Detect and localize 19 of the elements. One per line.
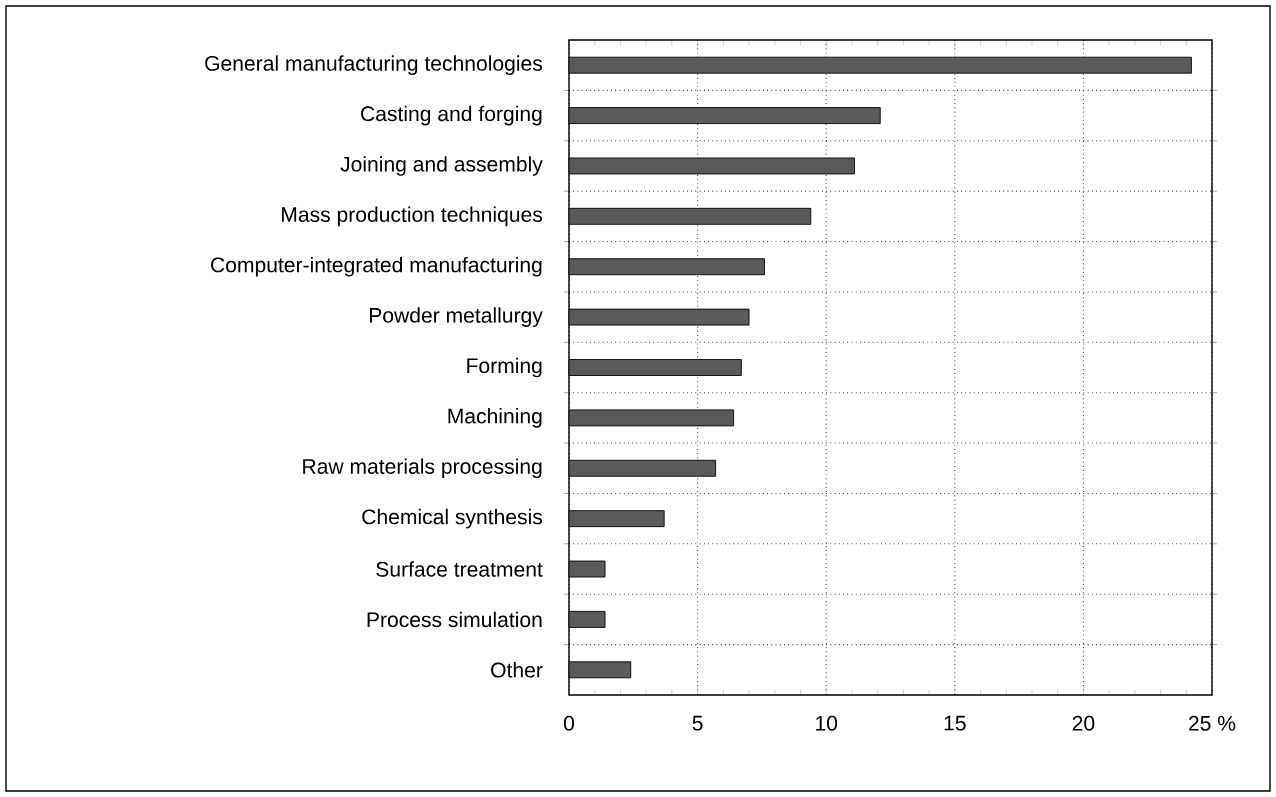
x-tick-label: 25 % [1189, 715, 1236, 731]
y-tick-label: Forming [467, 357, 542, 378]
y-tick-label: General manufacturing technologies [205, 55, 543, 76]
y-tick-label: Raw materials processing [303, 458, 542, 479]
y-tick-label: Surface treatment [376, 561, 543, 577]
y-tick-label: Computer-integrated manufacturing [211, 256, 542, 277]
x-tick-label: 10 [816, 715, 838, 731]
y-tick-label: Machining [448, 408, 542, 428]
y-tick-label: Chemical synthesis [362, 508, 543, 529]
y-tick-label: Other [491, 662, 543, 678]
x-tick-label: 0 [563, 715, 575, 731]
y-tick-label: Process simulation [367, 611, 542, 628]
y-tick-label: Powder metallurgy [369, 307, 543, 327]
x-tick-label: 5 [692, 715, 703, 731]
x-tick-label: 15 [944, 715, 966, 731]
x-tick-label: 20 [1072, 715, 1095, 731]
y-tick-label: Mass production techniques [282, 206, 543, 227]
y-tick-label: Joining and assembly [340, 156, 543, 176]
y-tick-label: Casting and forging [361, 105, 542, 126]
